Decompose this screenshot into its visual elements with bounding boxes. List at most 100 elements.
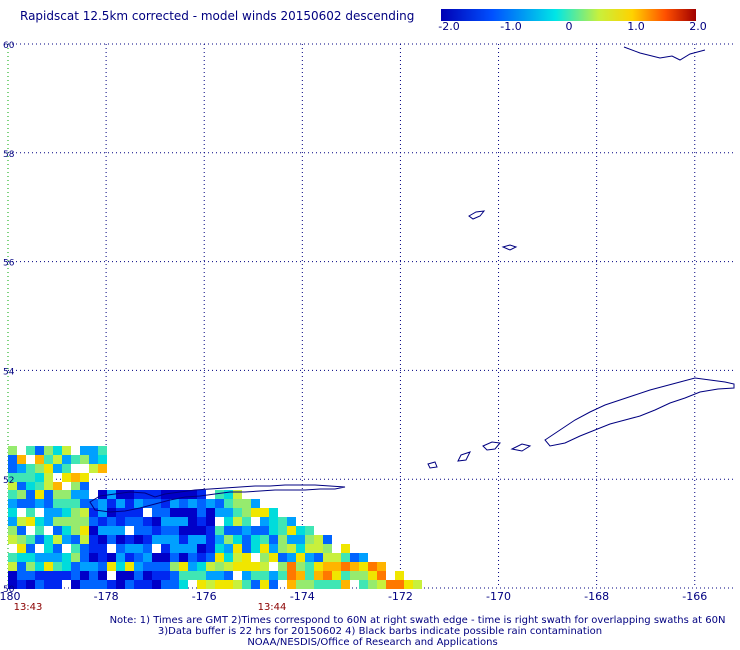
wind-cell [242,544,251,553]
wind-cell [233,526,242,535]
wind-cell [224,517,233,526]
colorbar-label: -1.0 [500,20,522,33]
wind-cell [125,571,134,580]
wind-cell [242,580,251,589]
wind-cell [71,517,80,526]
wind-cell [215,562,224,571]
wind-cell [179,526,188,535]
wind-cell [8,446,17,455]
note-line-1: Note: 1) Times are GMT 2)Times correspon… [109,615,726,626]
wind-cell [98,553,107,562]
wind-cell [161,499,170,508]
wind-cell [89,464,98,473]
wind-cell [269,544,278,553]
wind-cell [269,580,278,589]
wind-cell [350,562,359,571]
wind-cell [161,562,170,571]
wind-cell [161,490,170,499]
wind-cell [26,499,35,508]
wind-cell [53,562,62,571]
wind-cell [404,580,413,589]
wind-cell [242,508,251,517]
wind-cell [89,446,98,455]
wind-cell [143,535,152,544]
wind-cell [98,508,107,517]
wind-cell [197,544,206,553]
wind-cell [35,553,44,562]
wind-cell [233,508,242,517]
wind-cell [134,553,143,562]
wind-cell [233,490,242,499]
wind-cell [170,517,179,526]
wind-cell [62,446,71,455]
wind-cell [80,526,89,535]
lat-label: 56 [3,259,15,269]
wind-cell [17,473,26,482]
wind-cell [179,508,188,517]
wind-cell [278,553,287,562]
wind-cell [305,553,314,562]
wind-cell [242,517,251,526]
wind-cell [215,580,224,589]
wind-cell [8,490,17,499]
wind-cell [44,508,53,517]
note-line-3: NOAA/NESDIS/Office of Research and Appli… [247,637,498,648]
wind-cell [143,553,152,562]
wind-cell [80,535,89,544]
wind-cell [161,553,170,562]
wind-cell [89,526,98,535]
wind-cell [386,580,395,589]
wind-cell [98,562,107,571]
wind-cell [233,580,242,589]
wind-cell [197,535,206,544]
wind-cell [125,535,134,544]
wind-cell [116,499,125,508]
wind-cell [242,553,251,562]
wind-cell [125,508,134,517]
wind-cell [17,580,26,589]
wind-cell [332,580,341,589]
wind-cell [242,535,251,544]
wind-cell [53,535,62,544]
wind-cell [251,580,260,589]
lon-label: -174 [290,590,315,603]
wind-cell [107,508,116,517]
wind-cell [134,508,143,517]
wind-cell [71,571,80,580]
wind-cell [8,517,17,526]
wind-cell [17,571,26,580]
wind-cell [332,562,341,571]
wind-cell [314,571,323,580]
wind-cell [116,535,125,544]
wind-cell [143,499,152,508]
wind-cell [71,490,80,499]
wind-cell [80,508,89,517]
wind-cell [80,446,89,455]
wind-cell [71,455,80,464]
wind-cell [395,580,404,589]
wind-cell [26,508,35,517]
wind-cell [188,526,197,535]
wind-cell [89,517,98,526]
wind-cell [53,455,62,464]
wind-cell [26,464,35,473]
wind-cell [53,544,62,553]
lon-label: -172 [388,590,413,603]
wind-cell [377,571,386,580]
wind-cell [188,571,197,580]
wind-cell [107,517,116,526]
lon-label: -166 [682,590,707,603]
wind-cell [251,544,260,553]
wind-cell [35,455,44,464]
wind-cell [89,571,98,580]
wind-cell [269,571,278,580]
wind-cell [188,490,197,499]
wind-cell [107,562,116,571]
wind-cell [26,473,35,482]
wind-cell [17,526,26,535]
wind-cell [161,517,170,526]
lon-label: -176 [192,590,217,603]
wind-cell [206,535,215,544]
wind-cell [44,482,53,491]
wind-cell [260,544,269,553]
